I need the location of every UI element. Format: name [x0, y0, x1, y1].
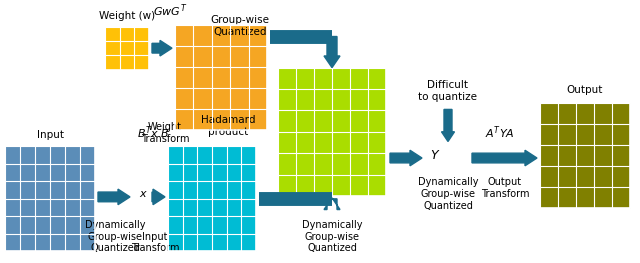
Text: Dynamically
Group-wise
Quantized: Dynamically Group-wise Quantized — [418, 178, 478, 211]
Text: Weight (w): Weight (w) — [99, 11, 155, 21]
FancyArrow shape — [152, 189, 165, 205]
Text: $Y$: $Y$ — [430, 149, 440, 161]
FancyArrow shape — [324, 198, 340, 210]
Text: Output
Transform: Output Transform — [481, 178, 529, 199]
Bar — [278, 68, 386, 196]
FancyArrow shape — [472, 150, 537, 166]
Bar — [540, 103, 630, 208]
Text: Group-wise
Quantized: Group-wise Quantized — [211, 15, 269, 37]
Text: Hadamard
product: Hadamard product — [200, 115, 255, 137]
Bar — [168, 146, 256, 251]
Text: Dynamically
Group-wise
Quantized: Dynamically Group-wise Quantized — [84, 220, 145, 253]
Bar — [540, 103, 630, 208]
FancyArrow shape — [324, 37, 340, 68]
Bar — [105, 27, 149, 70]
Text: $A^TYA$: $A^TYA$ — [485, 125, 515, 141]
Bar — [175, 25, 267, 130]
Bar — [105, 27, 149, 70]
Text: $x$: $x$ — [138, 189, 147, 199]
Bar — [5, 146, 95, 251]
Bar — [168, 146, 256, 251]
Text: Weight
Transform: Weight Transform — [141, 122, 189, 144]
Bar — [5, 146, 95, 251]
Bar — [278, 68, 386, 196]
FancyArrow shape — [152, 41, 172, 56]
Text: Input
Transform: Input Transform — [131, 232, 179, 253]
Text: Difficult
to quantize: Difficult to quantize — [419, 80, 477, 102]
Text: Dynamically
Group-wise
Quantized: Dynamically Group-wise Quantized — [301, 220, 362, 253]
FancyArrow shape — [442, 109, 454, 141]
Text: Output: Output — [567, 85, 603, 95]
FancyArrow shape — [98, 189, 130, 205]
Text: $GwG^T$: $GwG^T$ — [153, 2, 187, 19]
Bar — [175, 25, 267, 130]
Text: Input: Input — [36, 130, 63, 140]
Text: $B^Tx\ B$: $B^Tx\ B$ — [137, 125, 170, 141]
FancyArrow shape — [390, 150, 422, 166]
